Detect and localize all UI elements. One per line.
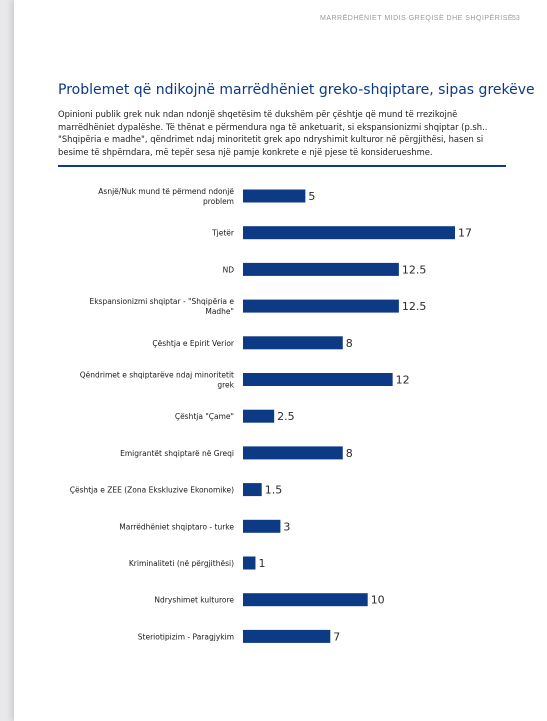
value-label: 10 bbox=[371, 594, 385, 607]
value-label: 7 bbox=[333, 630, 340, 643]
category-label: ND bbox=[223, 265, 235, 274]
page-number: 53 bbox=[512, 15, 520, 22]
chart-title: Problemet që ndikojnë marrëdhëniet greko… bbox=[58, 82, 535, 98]
value-label: 12.5 bbox=[402, 300, 427, 313]
category-label: Kriminaliteti (në përgjithësi) bbox=[129, 559, 234, 568]
category-label: Çështja e ZEE (Zona Ekskluzive Ekonomike… bbox=[70, 486, 234, 495]
bar bbox=[243, 629, 331, 643]
title-divider bbox=[58, 165, 506, 167]
category-label: Çështja e Epirit Verior bbox=[152, 339, 235, 348]
bar bbox=[243, 519, 281, 533]
category-label: Emigrantët shqiptarë në Greqi bbox=[120, 449, 234, 458]
category-label: Tjetër bbox=[211, 229, 235, 238]
category-label: Ekspansionizmi shqiptar - "Shqipëria e Ma… bbox=[89, 297, 234, 316]
value-label: 5 bbox=[308, 190, 315, 203]
bar bbox=[243, 409, 275, 423]
bar bbox=[243, 483, 262, 497]
category-label: Çështja "Çame" bbox=[175, 412, 234, 421]
running-header: MARRËDHËNIET MIDIS GREQISË DHE SHQIPËRIS… bbox=[320, 15, 514, 22]
value-label: 12 bbox=[396, 374, 410, 387]
bar bbox=[243, 189, 306, 203]
bar bbox=[243, 336, 343, 350]
value-label: 17 bbox=[458, 227, 472, 240]
category-label: Asnjë/Nuk mund të përmend ndonjë problem bbox=[98, 187, 234, 206]
value-label: 8 bbox=[346, 337, 353, 350]
bar bbox=[243, 226, 455, 240]
category-label: Marrëdhëniet shqiptaro - turke bbox=[119, 522, 234, 531]
value-label: 1 bbox=[258, 557, 265, 570]
bar bbox=[243, 446, 343, 460]
category-label: Qëndrimet e shqiptarëve ndaj minoritetit… bbox=[80, 371, 235, 390]
bar bbox=[243, 299, 399, 313]
category-label: Steriotipizim - Paragjykim bbox=[138, 632, 234, 641]
intro-paragraph: Opinioni publik grek nuk ndan ndonjë shq… bbox=[58, 109, 488, 157]
value-label: 2.5 bbox=[277, 410, 295, 423]
bar bbox=[243, 556, 256, 570]
value-label: 12.5 bbox=[402, 263, 427, 276]
category-label: Ndryshimet kulturore bbox=[154, 596, 234, 605]
bar bbox=[243, 373, 393, 386]
bar bbox=[243, 262, 399, 276]
value-label: 1.5 bbox=[265, 484, 283, 497]
bar bbox=[243, 593, 368, 607]
value-label: 8 bbox=[346, 447, 353, 460]
value-label: 3 bbox=[283, 520, 290, 533]
